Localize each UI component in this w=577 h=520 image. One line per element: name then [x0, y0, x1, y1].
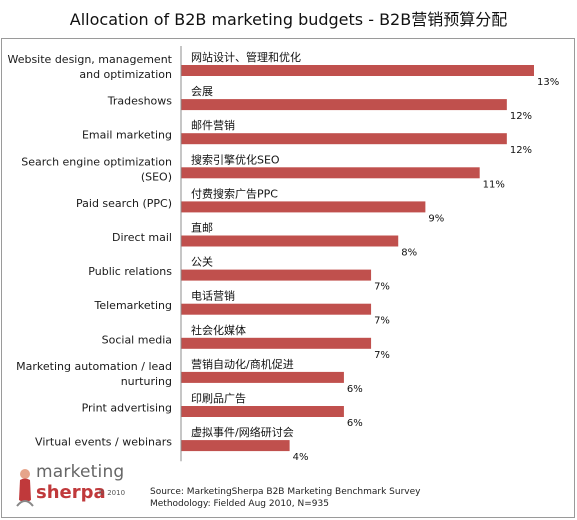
value-label: 6%	[347, 418, 363, 429]
chinese-label: 电话营销	[191, 289, 235, 303]
category-label: Telemarketing	[94, 299, 173, 312]
chinese-label: 公关	[191, 255, 213, 269]
bar	[181, 99, 507, 111]
chinese-label: 营销自动化/商机促进	[191, 357, 294, 371]
value-label: 7%	[374, 316, 390, 327]
chinese-label: 虚拟事件/网络研讨会	[191, 425, 294, 439]
chinese-label: 搜索引擎优化SEO	[191, 152, 280, 166]
bar	[181, 337, 372, 349]
logo-marketing-text: marketing	[36, 462, 125, 482]
category-label: Marketing automation / lead nurturing	[16, 360, 172, 388]
logo-year: © 2010	[98, 489, 126, 497]
value-label: 7%	[374, 350, 390, 361]
sherpa-figure-icon	[16, 469, 34, 507]
value-label: 11%	[483, 179, 505, 190]
bar	[181, 201, 426, 213]
chinese-label: 社会化媒体	[191, 323, 246, 337]
bar	[181, 303, 372, 315]
chinese-label: 付费搜索广告PPC	[191, 186, 278, 200]
marketingsherpa-logo: marketing sherpa © 2010	[14, 462, 134, 512]
bar	[181, 235, 399, 247]
category-label: Tradeshows	[107, 95, 173, 108]
bar	[181, 167, 480, 179]
logo-sherpa-text: sherpa	[36, 482, 106, 503]
value-label: 9%	[428, 213, 444, 224]
category-label: Public relations	[88, 265, 172, 278]
value-label: 12%	[510, 111, 532, 122]
category-label: Direct mail	[112, 231, 172, 244]
bar	[181, 371, 344, 383]
category-label: Print advertising	[82, 402, 172, 415]
category-label: Paid search (PPC)	[76, 197, 172, 210]
chinese-label: 会展	[191, 85, 213, 98]
source-line: Source: MarketingSherpa B2B Marketing Be…	[150, 487, 421, 497]
category-label: Social media	[102, 333, 172, 346]
value-label: 7%	[374, 282, 390, 293]
category-label: Virtual events / webinars	[35, 436, 172, 449]
category-label: Website design, management and optimizati…	[7, 53, 172, 81]
chinese-label: 直邮	[191, 221, 213, 235]
value-label: 8%	[401, 248, 417, 259]
value-label: 13%	[537, 77, 559, 88]
value-label: 6%	[347, 384, 363, 395]
bar	[181, 440, 290, 452]
chinese-label: 网站设计、管理和优化	[191, 50, 301, 64]
chart-frame	[1, 38, 575, 518]
bar	[181, 406, 344, 417]
chinese-label: 邮件营销	[191, 118, 235, 132]
chart-title: Allocation of B2B marketing budgets - B2…	[69, 10, 508, 29]
value-label: 4%	[293, 452, 309, 463]
methodology-line: Methodology: Fielded Aug 2010, N=935	[150, 499, 329, 509]
chinese-label: 印刷品广告	[191, 392, 246, 405]
bar	[181, 133, 507, 145]
bar	[181, 269, 372, 281]
value-label: 12%	[510, 145, 532, 156]
category-label: Search engine optimization (SEO)	[21, 155, 172, 183]
category-label: Email marketing	[82, 129, 172, 142]
source-note: Source: MarketingSherpa B2B Marketing Be…	[150, 486, 420, 510]
bar	[181, 65, 534, 76]
